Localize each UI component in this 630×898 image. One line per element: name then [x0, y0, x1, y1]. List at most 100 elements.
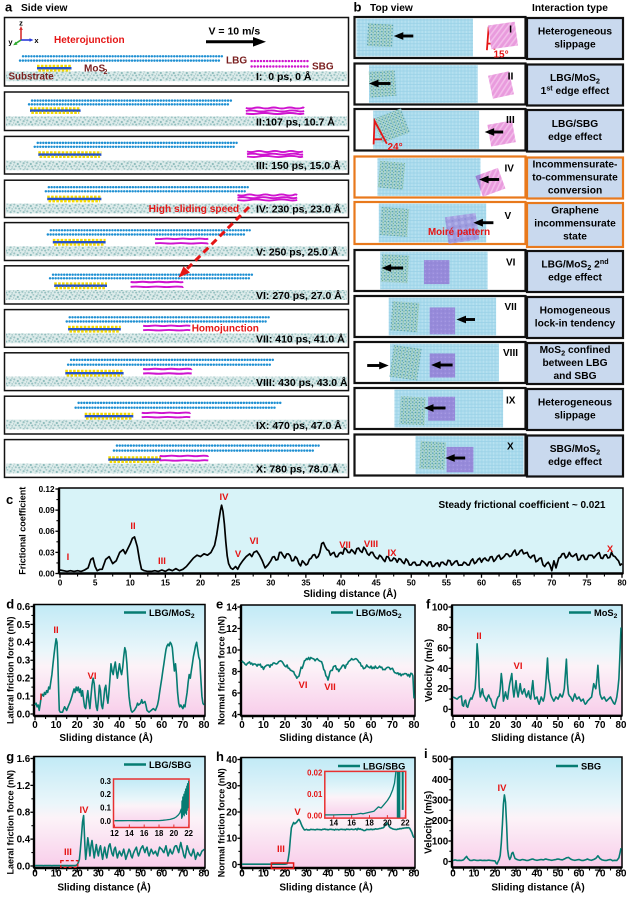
svg-text:80: 80	[199, 720, 210, 731]
svg-text:60: 60	[574, 720, 585, 731]
svg-text:incommensurate: incommensurate	[534, 219, 616, 230]
svg-text:0.1: 0.1	[17, 691, 31, 702]
svg-text:Sliding distance (Å): Sliding distance (Å)	[491, 731, 584, 744]
svg-text:30: 30	[511, 720, 522, 731]
svg-text:III: 150 ps, 15.0 Å: III: 150 ps, 15.0 Å	[256, 159, 341, 172]
svg-text:0: 0	[32, 720, 38, 731]
svg-text:14: 14	[226, 602, 237, 613]
svg-text:70: 70	[547, 579, 557, 588]
svg-text:Sliding distance (Å): Sliding distance (Å)	[303, 587, 396, 600]
svg-text:15: 15	[161, 579, 171, 588]
svg-text:40: 40	[532, 869, 543, 880]
svg-text:High sliding speed: High sliding speed	[149, 204, 240, 215]
svg-text:75: 75	[582, 579, 592, 588]
svg-text:50: 50	[407, 579, 417, 588]
svg-text:0: 0	[239, 869, 245, 880]
svg-text:35: 35	[301, 579, 311, 588]
svg-text:20: 20	[280, 720, 291, 731]
svg-text:70: 70	[387, 720, 398, 731]
svg-text:30: 30	[93, 720, 104, 731]
svg-text:22: 22	[184, 829, 193, 838]
svg-text:40: 40	[323, 720, 334, 731]
svg-text:5: 5	[93, 579, 98, 588]
svg-text:0.03: 0.03	[39, 548, 55, 557]
svg-text:LBG/MoS2: LBG/MoS2	[550, 73, 600, 86]
svg-text:50: 50	[553, 869, 564, 880]
svg-text:0.02: 0.02	[307, 768, 323, 777]
svg-text:10: 10	[51, 720, 62, 731]
svg-text:0.06: 0.06	[39, 527, 55, 536]
svg-text:20: 20	[490, 720, 501, 731]
svg-text:SBG: SBG	[581, 761, 601, 771]
svg-text:18: 18	[155, 829, 164, 838]
svg-text:Steady frictional coefficient: Steady frictional coefficient ~ 0.021	[438, 500, 605, 511]
svg-text:lock-in tendency: lock-in tendency	[535, 319, 616, 330]
svg-text:10: 10	[469, 869, 480, 880]
svg-text:VII: VII	[324, 682, 336, 693]
svg-text:Homojunction: Homojunction	[192, 323, 259, 334]
svg-text:2: 2	[104, 69, 108, 76]
svg-text:0: 0	[443, 705, 449, 716]
svg-text:0.09: 0.09	[39, 506, 55, 515]
svg-text:IV: 230 ps, 23.0 Å: IV: 230 ps, 23.0 Å	[256, 203, 342, 216]
svg-text:Homogeneous: Homogeneous	[540, 306, 611, 317]
svg-text:Heterogeneous: Heterogeneous	[538, 27, 612, 38]
svg-text:18: 18	[365, 819, 374, 828]
svg-text:VI: VI	[506, 258, 516, 269]
svg-text:edge effect: edge effect	[548, 457, 602, 468]
svg-text:20: 20	[170, 829, 179, 838]
svg-text:III: III	[506, 114, 515, 126]
svg-text:50: 50	[135, 720, 146, 731]
svg-text:40: 40	[437, 664, 448, 675]
svg-text:0: 0	[58, 579, 63, 588]
svg-text:20: 20	[196, 579, 206, 588]
svg-text:I: I	[40, 692, 43, 703]
svg-text:VII: VII	[505, 302, 517, 313]
svg-text:d: d	[6, 596, 14, 611]
svg-text:200: 200	[432, 816, 449, 827]
svg-text:70: 70	[595, 720, 606, 731]
svg-text:X: 780 ps, 78.0 Å: X: 780 ps, 78.0 Å	[256, 463, 339, 476]
svg-text:h: h	[216, 749, 224, 764]
svg-text:Velocity (m/s): Velocity (m/s)	[424, 639, 435, 702]
svg-text:e: e	[216, 596, 223, 611]
svg-text:20: 20	[383, 819, 392, 828]
svg-text:0.5: 0.5	[17, 620, 31, 631]
svg-text:60: 60	[156, 869, 167, 880]
svg-text:Sliding distance (Å): Sliding distance (Å)	[279, 731, 372, 744]
svg-text:Interaction type: Interaction type	[532, 3, 608, 14]
svg-text:VIII: VIII	[503, 348, 518, 359]
svg-text:0.0: 0.0	[17, 861, 31, 872]
svg-text:III: III	[277, 844, 285, 855]
svg-text:b: b	[354, 0, 362, 15]
svg-text:40: 40	[114, 869, 125, 880]
svg-text:20: 20	[72, 720, 83, 731]
svg-text:20: 20	[490, 869, 501, 880]
svg-text:70: 70	[177, 869, 188, 880]
svg-text:LBG/SBG: LBG/SBG	[363, 761, 405, 771]
svg-text:0.2: 0.2	[100, 790, 112, 799]
svg-text:24°: 24°	[388, 142, 403, 153]
svg-text:15°: 15°	[494, 50, 509, 61]
svg-text:edge effect: edge effect	[548, 273, 602, 284]
svg-text:X: X	[507, 442, 514, 453]
svg-text:Sliding distance (Å): Sliding distance (Å)	[59, 731, 152, 744]
svg-text:20: 20	[72, 869, 83, 880]
svg-text:LBG/SBG: LBG/SBG	[149, 760, 191, 770]
svg-text:100: 100	[432, 602, 449, 613]
svg-text:Sliding distance (Å): Sliding distance (Å)	[491, 881, 584, 894]
svg-text:70: 70	[387, 869, 398, 880]
svg-text:14: 14	[329, 819, 338, 828]
svg-text:II: II	[476, 631, 481, 642]
svg-text:0: 0	[443, 857, 449, 868]
svg-text:0.00: 0.00	[39, 569, 55, 578]
svg-text:400: 400	[432, 775, 449, 786]
svg-text:4: 4	[232, 710, 238, 721]
svg-text:1.6: 1.6	[17, 754, 31, 765]
svg-text:IV: IV	[80, 805, 90, 816]
svg-text:MoS: MoS	[84, 64, 105, 75]
svg-text:state: state	[563, 232, 587, 243]
svg-text:III: III	[158, 556, 166, 567]
svg-text:0.8: 0.8	[17, 808, 31, 819]
svg-text:SBG: SBG	[312, 62, 334, 73]
